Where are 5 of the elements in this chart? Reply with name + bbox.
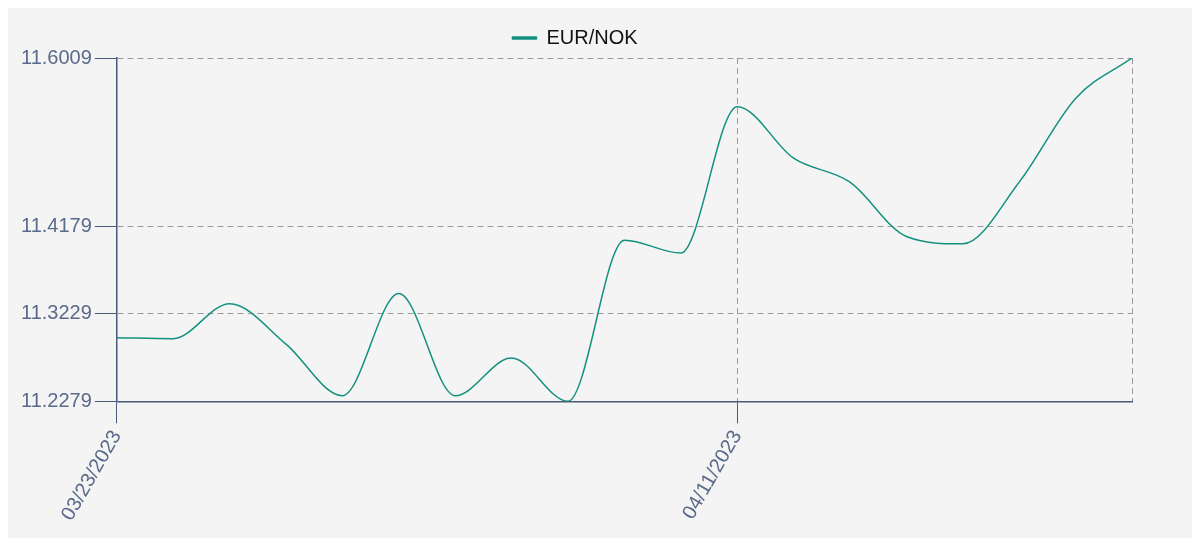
y-tick-label: 11.6009 xyxy=(21,45,92,68)
y-tick-label: 11.4179 xyxy=(21,213,92,236)
legend-label: EUR/NOK xyxy=(546,25,639,48)
y-tick-label: 11.3229 xyxy=(21,301,92,324)
y-tick-label: 11.2279 xyxy=(21,388,92,411)
